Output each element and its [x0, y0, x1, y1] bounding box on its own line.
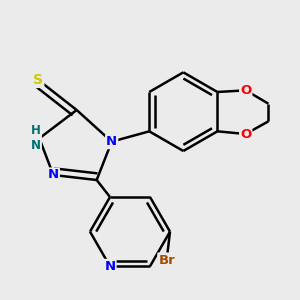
Text: H
N: H N [31, 124, 41, 152]
Text: S: S [33, 73, 43, 87]
Text: N: N [104, 260, 116, 273]
Text: O: O [240, 84, 251, 97]
Text: N: N [48, 169, 59, 182]
Text: Br: Br [158, 254, 175, 266]
Text: N: N [106, 135, 117, 148]
Text: O: O [240, 128, 251, 140]
